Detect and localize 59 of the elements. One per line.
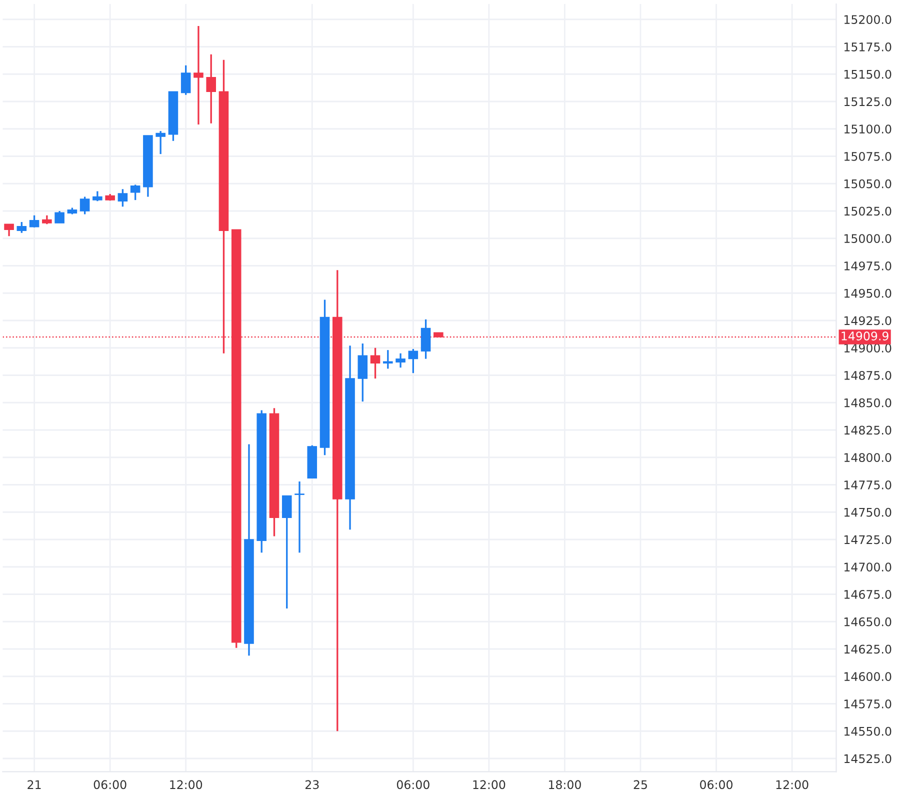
ref-line-label: 14909.9 — [842, 332, 888, 340]
candlestick — [370, 347, 380, 380]
y-tick-label: 14650.0 — [844, 617, 892, 626]
candlestick — [194, 25, 204, 126]
y-tick-label: 14700.0 — [844, 562, 892, 572]
candlestick — [54, 210, 64, 224]
y-tick-label: 14975.0 — [844, 261, 892, 270]
y-tick-label: 14525.0 — [844, 754, 892, 764]
y-tick-label: 14600.0 — [844, 672, 892, 682]
x-tick-label: 12:00 — [473, 780, 506, 790]
candlestick — [29, 214, 40, 228]
y-tick-label: 14825.0 — [844, 426, 892, 435]
y-tick-label: 14725.0 — [844, 535, 892, 544]
candlestick — [282, 494, 292, 610]
y-tick-label: 14950.0 — [844, 288, 892, 298]
y-tick-label: 14800.0 — [844, 453, 892, 462]
x-tick-label: 25 — [634, 780, 647, 790]
candlestick — [130, 184, 140, 201]
y-tick-label: 15150.0 — [844, 70, 892, 79]
candlestick — [156, 130, 166, 155]
candlestick — [80, 196, 90, 216]
y-tick-label: 15075.0 — [844, 152, 892, 161]
x-tick-label: 12:00 — [170, 780, 202, 790]
candlestick — [92, 190, 102, 202]
candlestick — [294, 480, 304, 554]
y-tick-label: 14675.0 — [844, 590, 892, 599]
y-tick-label: 15125.0 — [844, 97, 892, 106]
candlestick — [180, 64, 191, 96]
y-tick-label: 14750.0 — [844, 508, 892, 517]
y-tick-label: 14550.0 — [844, 726, 892, 736]
y-tick-label: 15025.0 — [844, 206, 892, 216]
candlestick — [206, 54, 216, 124]
y-tick-label: 15175.0 — [844, 42, 892, 52]
candlestick — [420, 318, 431, 360]
candlestick — [358, 342, 368, 402]
y-tick-label: 14575.0 — [844, 699, 892, 708]
y-tick-label: 14775.0 — [844, 480, 892, 490]
x-tick-label: 12:00 — [776, 780, 808, 790]
y-tick-label: 15000.0 — [844, 234, 892, 244]
y-tick-label: 14625.0 — [844, 644, 892, 654]
candlestick — [16, 221, 27, 234]
x-tick-label: 21 — [28, 780, 41, 789]
candlestick — [4, 223, 14, 238]
x-tick-label: 18:00 — [549, 780, 581, 790]
x-tick-label: 06:00 — [700, 780, 732, 790]
x-tick-label: 23 — [305, 780, 319, 790]
candlestick — [408, 348, 418, 374]
candlestick — [118, 188, 128, 208]
y-tick-label: 14875.0 — [844, 370, 892, 380]
y-tick-label: 15050.0 — [844, 179, 892, 188]
y-tick-label: 14900.0 — [844, 344, 892, 353]
candlestick — [383, 349, 393, 370]
y-tick-label: 15200.0 — [844, 15, 892, 24]
y-tick-label: 14850.0 — [844, 398, 892, 408]
candlestick — [396, 352, 406, 368]
y-tick-label: 14925.0 — [844, 316, 892, 326]
x-tick-label: 06:00 — [396, 780, 430, 790]
y-tick-label: 15100.0 — [844, 124, 892, 134]
x-tick-label: 06:00 — [94, 780, 126, 790]
